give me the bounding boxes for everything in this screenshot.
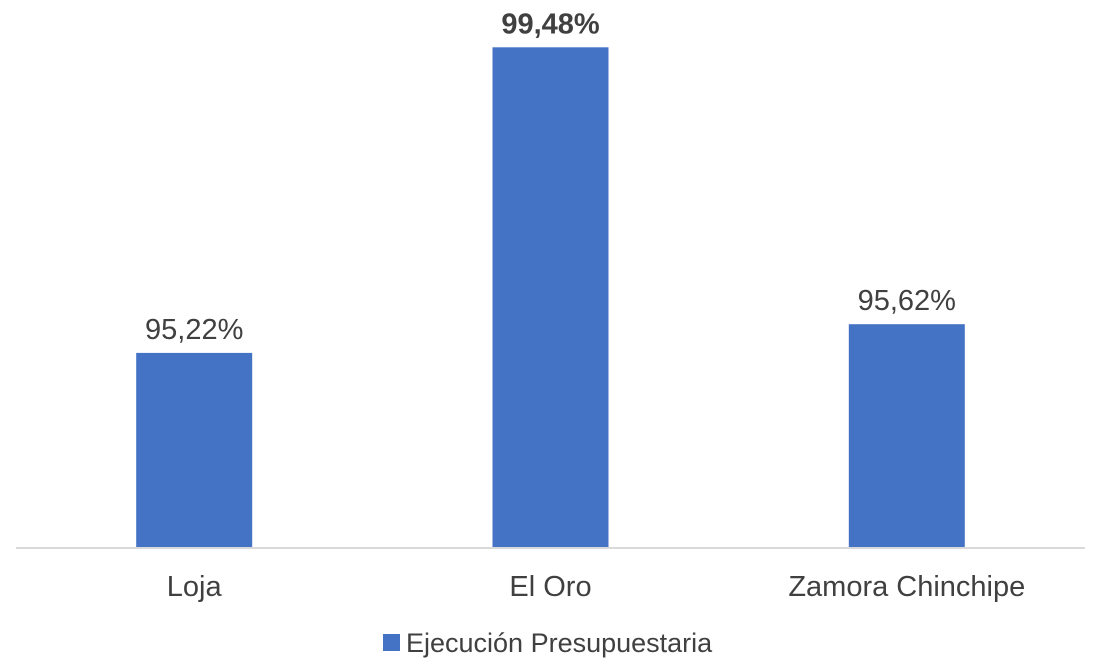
legend-swatch bbox=[383, 634, 400, 651]
category-label-loja: Loja bbox=[167, 571, 223, 603]
bar-zamora-chinchipe bbox=[848, 324, 965, 548]
bar-loja bbox=[136, 352, 253, 548]
category-labels-layer: Loja El Oro Zamora Chinchipe bbox=[167, 571, 1025, 603]
data-label-zamora-chinchipe: 95,62% bbox=[858, 285, 956, 317]
bars-layer bbox=[136, 47, 965, 549]
legend: Ejecución Presupuestaria bbox=[383, 628, 713, 658]
data-labels-layer: 95,22% 99,48% 95,62% bbox=[145, 8, 956, 346]
category-label-zamora-chinchipe: Zamora Chinchipe bbox=[788, 571, 1025, 603]
legend-label: Ejecución Presupuestaria bbox=[406, 628, 713, 658]
bar-el-oro bbox=[492, 47, 609, 549]
category-label-el-oro: El Oro bbox=[509, 571, 591, 603]
data-label-el-oro: 99,48% bbox=[501, 8, 600, 40]
data-label-loja: 95,22% bbox=[145, 314, 243, 346]
